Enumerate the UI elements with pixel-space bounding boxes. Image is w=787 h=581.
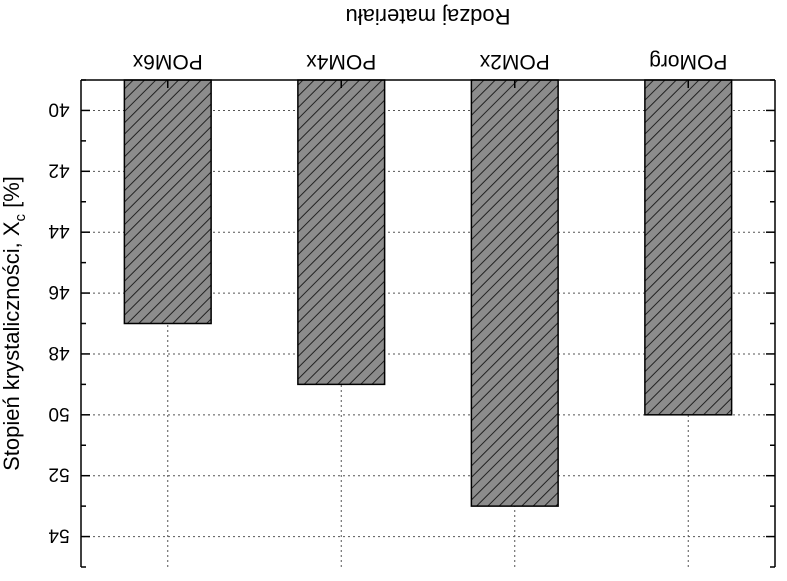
y-tick-label: 44 xyxy=(48,220,70,241)
bar-pom4x xyxy=(297,79,386,386)
y-tick-label: 40 xyxy=(48,98,69,119)
bar-pom6x xyxy=(123,79,212,325)
y-axis-title-unit: [%] xyxy=(0,176,24,214)
axes xyxy=(80,79,776,568)
y-axis-title-main: Stopień krystaliczności, X xyxy=(0,221,24,471)
y-axis-title-subscript: c xyxy=(12,213,29,221)
y-tick-label: 48 xyxy=(48,342,69,363)
x-tick-label: POMorg xyxy=(649,50,727,73)
y-axis-title: Stopień krystaliczności, Xc [%] xyxy=(0,176,29,471)
x-axis-title: Rodzaj materiału xyxy=(345,4,510,29)
bar-pom2x xyxy=(470,79,559,507)
x-tick-label: POM6x xyxy=(132,50,203,73)
y-tick-label: 50 xyxy=(48,403,69,424)
tick-labels: 40 42 44 46 48 50 52 54 POMorg POM2x POM4x POM6x xyxy=(48,50,727,546)
y-tick-label: 52 xyxy=(48,464,69,485)
y-tick-label: 42 xyxy=(48,159,69,180)
bars xyxy=(123,79,733,507)
x-tick-label: POM4x xyxy=(306,50,377,73)
x-tick-label: POM2x xyxy=(479,50,550,73)
y-tick-label: 46 xyxy=(48,281,69,302)
y-tick-label: 54 xyxy=(48,525,70,546)
bar-pomorg xyxy=(644,79,733,416)
